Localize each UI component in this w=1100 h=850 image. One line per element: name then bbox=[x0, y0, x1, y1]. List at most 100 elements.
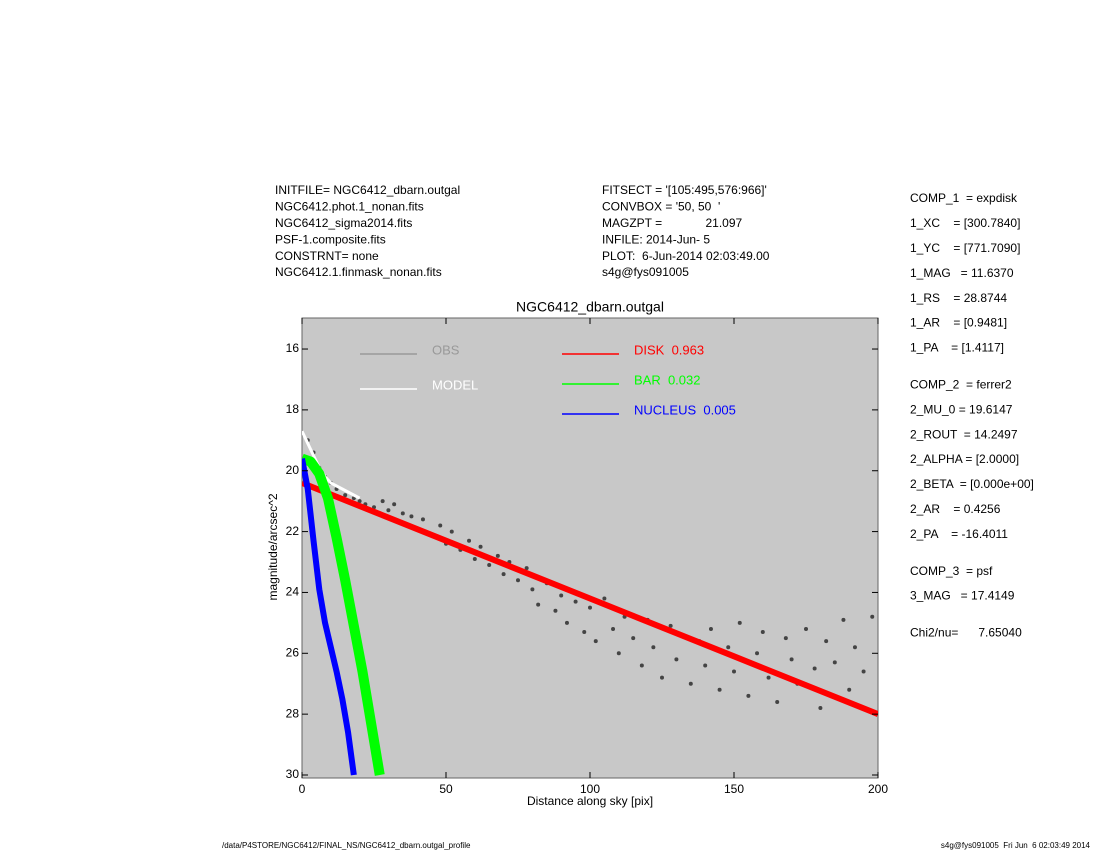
obs-point bbox=[841, 617, 846, 622]
parameter: 1_RS = 28.8744 bbox=[910, 291, 1007, 305]
parameter: 1_AR = [0.9481] bbox=[910, 316, 1007, 330]
obs-point bbox=[536, 602, 541, 607]
obs-point bbox=[775, 699, 780, 704]
obs-point bbox=[789, 657, 794, 662]
header-line: PSF-1.composite.fits bbox=[275, 232, 386, 246]
parameter: 2_ROUT = 14.2497 bbox=[910, 427, 1018, 441]
obs-point bbox=[660, 675, 664, 680]
obs-point bbox=[824, 639, 829, 644]
obs-point bbox=[726, 645, 731, 650]
header-line: PLOT: 6-Jun-2014 02:03:49.00 bbox=[602, 249, 770, 263]
obs-point bbox=[737, 620, 742, 625]
obs-point bbox=[755, 651, 760, 656]
obs-point bbox=[688, 681, 693, 686]
model-line bbox=[302, 458, 357, 776]
obs-point bbox=[343, 493, 348, 498]
parameter: 2_BETA = [0.000e+00] bbox=[910, 477, 1034, 491]
parameter: 2_AR = 0.4256 bbox=[910, 502, 1001, 516]
header-line: NGC6412.1.finmask_nonan.fits bbox=[275, 265, 442, 279]
obs-point bbox=[380, 499, 385, 504]
obs-point bbox=[832, 660, 837, 665]
legend-label: MODEL bbox=[432, 377, 478, 392]
x-axis-label: Distance along sky [pix] bbox=[527, 794, 653, 808]
obs-point bbox=[818, 706, 823, 711]
obs-point bbox=[870, 614, 875, 619]
y-tick-label: 18 bbox=[286, 402, 300, 416]
y-tick-label: 16 bbox=[286, 341, 300, 355]
legend-label: NUCLEUS 0.005 bbox=[634, 402, 736, 417]
obs-point bbox=[501, 572, 506, 577]
obs-point bbox=[602, 596, 607, 601]
header-line: CONSTRNT= none bbox=[275, 249, 379, 263]
obs-point bbox=[553, 608, 558, 613]
parameter: COMP_2 = ferrer2 bbox=[910, 377, 1012, 391]
obs-point bbox=[732, 669, 736, 674]
parameter: 1_XC = [300.7840] bbox=[910, 216, 1020, 230]
obs-point bbox=[651, 645, 656, 650]
obs-point bbox=[593, 639, 598, 644]
y-tick-label: 20 bbox=[286, 463, 300, 477]
obs-point bbox=[386, 508, 391, 513]
y-tick-label: 28 bbox=[286, 706, 300, 720]
obs-point bbox=[564, 620, 569, 625]
obs-point bbox=[400, 511, 405, 516]
header-line: s4g@fys091005 bbox=[602, 265, 689, 279]
obs-point bbox=[852, 645, 857, 650]
model-line bbox=[302, 480, 878, 717]
obs-point bbox=[708, 626, 713, 631]
parameter: COMP_1 = expdisk bbox=[910, 191, 1018, 205]
obs-point bbox=[392, 502, 397, 507]
y-tick-label: 24 bbox=[286, 585, 300, 599]
obs-point bbox=[588, 605, 592, 610]
obs-point bbox=[449, 529, 454, 534]
legend-label: BAR 0.032 bbox=[634, 372, 701, 387]
obs-point bbox=[783, 636, 788, 641]
parameter: 2_MU_0 = 19.6147 bbox=[910, 402, 1013, 416]
obs-point bbox=[487, 563, 492, 568]
parameter: 1_YC = [771.7090] bbox=[910, 241, 1020, 255]
parameter: COMP_3 = psf bbox=[910, 564, 993, 578]
obs-point bbox=[478, 544, 483, 549]
legend-label: DISK 0.963 bbox=[634, 342, 704, 357]
parameter: 1_PA = [1.4117] bbox=[910, 341, 1004, 355]
x-tick-label: 0 bbox=[299, 782, 306, 796]
header-line: CONVBOX = '50, 50 ' bbox=[602, 200, 720, 214]
parameter: Chi2/nu= 7.65040 bbox=[910, 626, 1022, 640]
obs-point bbox=[559, 593, 564, 598]
obs-point bbox=[409, 514, 414, 519]
header-line: FITSECT = '[105:495,576:966]' bbox=[602, 183, 767, 197]
legend-label: OBS bbox=[432, 342, 460, 357]
obs-point bbox=[812, 666, 817, 671]
chart-title: NGC6412_dbarn.outgal bbox=[516, 299, 664, 315]
obs-point bbox=[674, 657, 679, 662]
obs-point bbox=[746, 693, 751, 698]
obs-point bbox=[573, 599, 578, 604]
x-tick-label: 50 bbox=[439, 782, 453, 796]
footer-right: s4g@fys091005 Fri Jun 6 02:03:49 2014 bbox=[941, 841, 1091, 850]
obs-point bbox=[582, 629, 587, 634]
header-line: NGC6412_sigma2014.fits bbox=[275, 216, 412, 230]
y-tick-label: 30 bbox=[286, 767, 300, 781]
model-line bbox=[302, 453, 385, 776]
header-line: MAGZPT = 21.097 bbox=[602, 216, 742, 230]
data-layer bbox=[302, 430, 878, 776]
obs-point bbox=[804, 626, 808, 631]
obs-point bbox=[530, 587, 535, 592]
obs-point bbox=[766, 675, 771, 680]
y-axis-label: magnitude/arcsec^2 bbox=[266, 493, 280, 600]
obs-point bbox=[438, 523, 443, 528]
obs-point bbox=[639, 663, 644, 668]
header-line: NGC6412.phot.1_nonan.fits bbox=[275, 200, 424, 214]
obs-point bbox=[760, 629, 765, 634]
parameter: 1_MAG = 11.6370 bbox=[910, 266, 1014, 280]
x-tick-label: 200 bbox=[868, 782, 888, 796]
obs-point bbox=[668, 623, 673, 628]
obs-point bbox=[357, 499, 362, 504]
footer-left: /data/P4STORE/NGC6412/FINAL_NS/NGC6412_d… bbox=[222, 841, 471, 850]
obs-point bbox=[467, 538, 472, 543]
obs-point bbox=[516, 578, 520, 583]
y-tick-label: 22 bbox=[286, 524, 300, 538]
obs-point bbox=[703, 663, 708, 668]
